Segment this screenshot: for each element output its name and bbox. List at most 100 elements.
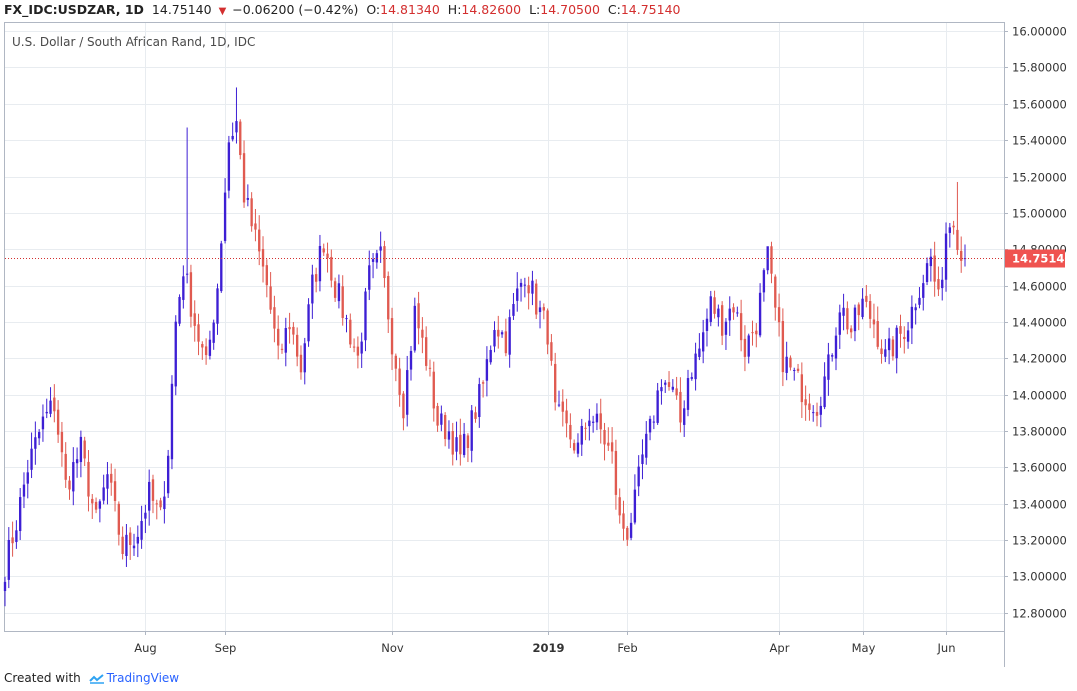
candle-body	[178, 296, 181, 324]
candle-body	[220, 243, 223, 292]
price-chart[interactable]: U.S. Dollar / South African Rand, 1D, ID…	[0, 22, 1077, 667]
candle-body	[542, 307, 545, 311]
candle-body	[500, 332, 504, 335]
price-change: −0.06200 (−0.42%)	[232, 2, 359, 17]
candle-body	[777, 307, 781, 323]
candle-body	[462, 433, 466, 456]
candle-body	[709, 296, 712, 322]
candle-body	[595, 413, 599, 423]
candle-body	[861, 298, 864, 317]
x-tick-label: Sep	[215, 641, 237, 655]
candle-body	[11, 537, 14, 544]
candle-body	[189, 272, 193, 317]
candle-body	[231, 135, 234, 140]
candle-body	[136, 536, 139, 544]
candle-body	[447, 431, 451, 440]
x-tick-label: Nov	[381, 641, 404, 655]
candle-body	[906, 330, 910, 342]
tradingview-brand[interactable]: TradingView	[106, 671, 180, 685]
candle-body	[933, 255, 936, 282]
symbol-name[interactable]: FX_IDC:USDZAR, 1D	[4, 2, 144, 17]
candle-body	[98, 501, 102, 509]
last-price: 14.75140	[151, 2, 212, 17]
candle-body	[49, 400, 52, 414]
candle-body	[747, 335, 750, 357]
candle-body	[497, 329, 500, 337]
candle-body	[235, 121, 238, 133]
candle-body	[823, 376, 826, 408]
candle-body	[19, 497, 22, 532]
candle-body	[87, 461, 90, 497]
candle-body	[690, 377, 693, 379]
candle-body	[470, 410, 473, 451]
y-tick-label: 14.00000	[1012, 389, 1067, 403]
y-tick-label: 15.00000	[1012, 207, 1067, 221]
candle-body	[261, 249, 265, 267]
candle-body	[345, 318, 348, 320]
candle-body	[838, 312, 841, 335]
time-axis[interactable]: Aug Sep Nov 2019 Feb Apr May Jun	[134, 631, 955, 655]
candle-body	[239, 121, 242, 156]
y-tick-label: 14.40000	[1012, 316, 1067, 330]
candle-body	[872, 319, 876, 325]
high-value: 14.82600	[461, 2, 522, 17]
candle-body	[512, 303, 515, 316]
candle-body	[743, 338, 747, 357]
candle-body	[698, 348, 701, 357]
candle-body	[519, 282, 523, 287]
candle-body	[637, 466, 640, 487]
candle-body	[440, 413, 443, 425]
candle-body	[948, 227, 951, 233]
candle-body	[474, 412, 477, 419]
candle-body	[550, 342, 553, 361]
candle-body	[956, 229, 959, 250]
candle-body	[185, 273, 189, 275]
y-tick-label: 15.80000	[1012, 61, 1067, 75]
candle-body	[781, 321, 785, 373]
y-tick-label: 12.80000	[1012, 607, 1067, 621]
candle-body	[667, 382, 671, 387]
candle-body	[390, 318, 394, 355]
candle-body	[622, 513, 625, 529]
candle-body	[64, 453, 67, 480]
candle-body	[79, 436, 83, 463]
candle-body	[307, 304, 310, 342]
candle-body	[808, 403, 811, 410]
candle-body	[804, 399, 807, 406]
candle-body	[774, 276, 777, 308]
candle-body	[785, 356, 788, 373]
candle-body	[284, 328, 287, 353]
candle-body	[242, 153, 246, 203]
candle-body	[876, 321, 879, 347]
price-tag-label: 14.75140	[1012, 252, 1072, 266]
candle-body	[83, 440, 86, 459]
candle-body	[758, 292, 762, 336]
price-axis[interactable]: 16.00000 15.80000 15.60000 15.40000 15.20000…	[1004, 25, 1067, 621]
candle-body	[451, 431, 454, 455]
candle-body	[546, 310, 549, 345]
candle-body	[56, 409, 60, 435]
candle-body	[337, 283, 341, 302]
y-tick-label: 15.20000	[1012, 171, 1067, 185]
candle-body	[793, 369, 796, 371]
candle-body	[610, 442, 614, 452]
candle-body	[174, 321, 177, 387]
candle-body	[197, 324, 200, 342]
candle-body	[944, 233, 948, 280]
candle-body	[30, 448, 33, 470]
candle-body	[132, 545, 136, 549]
candle-body	[815, 411, 819, 416]
candle-body	[868, 301, 872, 319]
candle-body	[151, 479, 155, 501]
candle-body	[853, 307, 857, 332]
candle-body	[580, 425, 583, 445]
candle-body	[614, 450, 618, 495]
y-tick-label: 14.20000	[1012, 352, 1067, 366]
chart-title: U.S. Dollar / South African Rand, 1D, ID…	[12, 35, 255, 49]
candle-body	[102, 487, 105, 501]
candle-body	[91, 498, 94, 504]
candle-body	[7, 539, 10, 580]
y-tick-label: 13.80000	[1012, 425, 1067, 439]
candle-body	[34, 437, 37, 449]
candle-body	[375, 253, 379, 263]
